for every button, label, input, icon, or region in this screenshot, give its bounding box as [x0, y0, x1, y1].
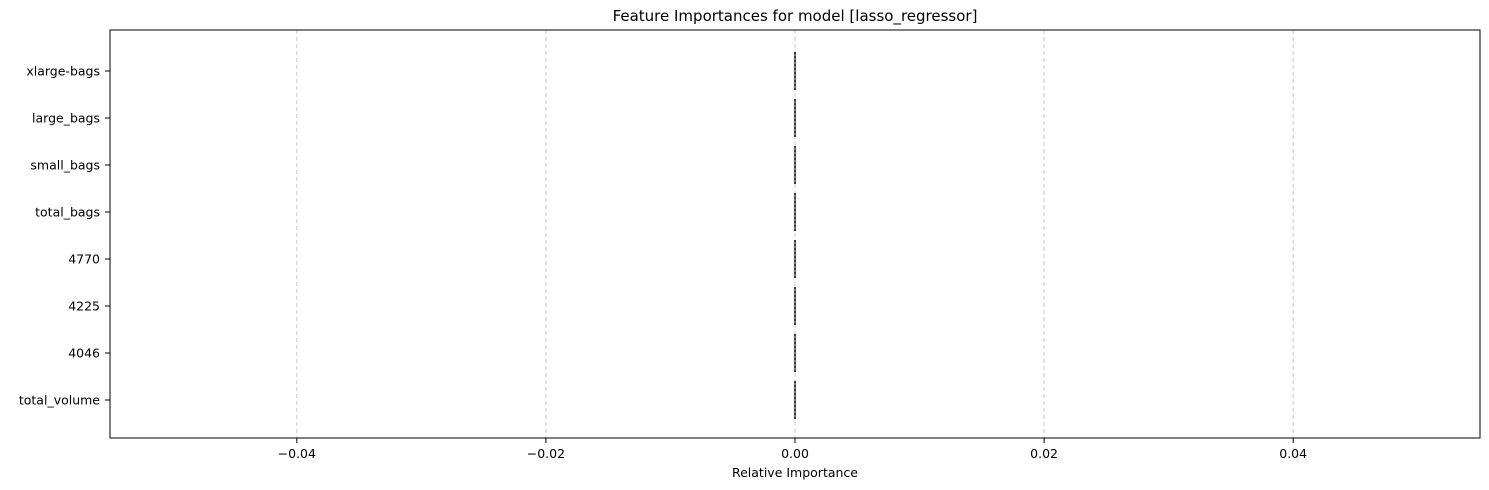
y-tick-label: total_volume: [19, 393, 100, 408]
y-tick-label: small_bags: [30, 158, 100, 173]
y-tick-label: 4225: [68, 299, 100, 314]
x-tick-label: 0.04: [1279, 446, 1307, 461]
y-tick-label: xlarge-bags: [26, 64, 100, 79]
grid-lines: [296, 30, 1294, 438]
y-axis-ticks: total_volume 4046 4225 4770 total_bags small_…: [19, 64, 110, 408]
x-tick-label: −0.02: [527, 446, 565, 461]
y-tick-label: 4770: [68, 252, 100, 267]
x-axis-label: Relative Importance: [732, 465, 858, 480]
y-tick-label: total_bags: [35, 205, 100, 220]
y-tick-label: large_bags: [32, 111, 100, 126]
x-tick-label: −0.04: [278, 446, 316, 461]
x-axis-ticks: −0.04 −0.02 0.00 0.02 0.04: [278, 438, 1307, 461]
x-tick-label: 0.00: [781, 446, 809, 461]
y-tick-label: 4046: [68, 346, 100, 361]
chart-title: Feature Importances for model [lasso_reg…: [613, 7, 978, 26]
x-tick-label: 0.02: [1030, 446, 1058, 461]
